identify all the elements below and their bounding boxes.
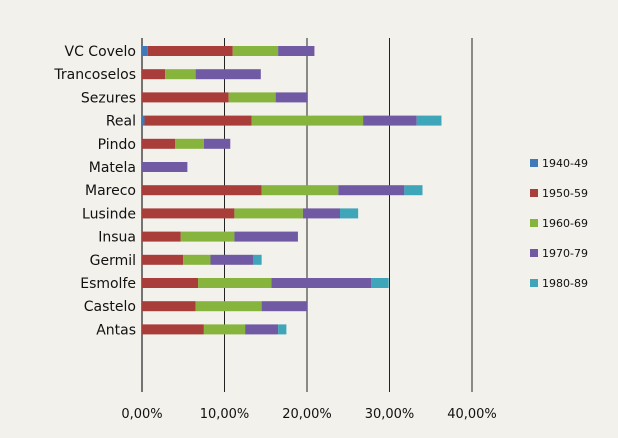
bar-segment <box>253 254 262 265</box>
x-tick-label: 30,00% <box>365 407 415 422</box>
category-label: Real <box>106 114 136 130</box>
bar-segment <box>195 301 262 312</box>
x-tick-label: 10,00% <box>200 407 250 422</box>
bar-segment <box>142 185 262 196</box>
bar-segment <box>142 301 196 312</box>
legend-swatch <box>530 219 538 227</box>
bar-segment <box>228 92 276 103</box>
bar-segment <box>404 185 423 196</box>
bar-segment <box>340 208 359 219</box>
legend-label: 1980-89 <box>542 277 588 290</box>
bar-segment <box>261 185 339 196</box>
bar-segment <box>142 46 148 56</box>
bar-segment <box>338 185 405 196</box>
bar-segment <box>183 254 211 265</box>
legend-label: 1950-59 <box>542 187 588 200</box>
category-label: Matela <box>89 160 136 176</box>
legend: 1940-49 1950-59 1960-69 1970-79 1980-89 <box>530 157 588 290</box>
bar-segment <box>251 115 364 126</box>
category-label: Lusinde <box>82 206 136 222</box>
bar-segment <box>245 324 279 335</box>
x-axis-tick-labels: 0,00% 10,00% 20,00% 30,00% 40,00% <box>121 407 496 422</box>
legend-item: 1960-69 <box>530 217 588 230</box>
bar-segment <box>278 46 315 56</box>
category-label: Germil <box>90 253 136 269</box>
bar-segment <box>278 324 287 335</box>
bar-segment <box>416 115 442 126</box>
bar-segment <box>234 231 298 242</box>
bar-segment <box>232 46 279 56</box>
category-label: Castelo <box>84 299 136 315</box>
x-tick-label: 20,00% <box>282 407 332 422</box>
legend-swatch <box>530 249 538 257</box>
bar-segment <box>234 208 303 219</box>
category-label: Antas <box>96 322 136 338</box>
category-labels: VC Covelo Trancoselos Sezures Real Pindo Mate… <box>53 44 136 338</box>
bar-segment <box>142 69 166 80</box>
bar-segment <box>142 254 184 265</box>
legend-swatch <box>530 159 538 167</box>
category-label: Trancoselos <box>53 67 136 83</box>
bar-segment <box>142 324 204 335</box>
bar-segment <box>165 69 196 80</box>
bar-segment <box>147 46 233 56</box>
bar-segment <box>180 231 235 242</box>
bar-segment <box>271 278 372 288</box>
bar-segment <box>175 138 204 149</box>
bar-segment <box>144 115 252 126</box>
bar-segment <box>371 278 389 288</box>
bars <box>142 46 442 335</box>
legend-item: 1950-59 <box>530 187 588 200</box>
category-label: VC Covelo <box>65 44 137 60</box>
bar-segment <box>275 92 308 103</box>
bar-segment <box>142 138 175 149</box>
bar-segment <box>363 115 417 126</box>
bar-segment <box>210 254 254 265</box>
bar-segment <box>302 208 340 219</box>
legend-item: 1970-79 <box>530 247 588 260</box>
bar-segment <box>142 92 229 103</box>
category-label: Pindo <box>98 137 136 153</box>
bar-segment <box>203 324 246 335</box>
category-label: Esmolfe <box>80 276 136 292</box>
bar-segment <box>261 301 307 312</box>
bar-segment <box>195 69 261 80</box>
legend-label: 1940-49 <box>542 157 588 170</box>
legend-swatch <box>530 189 538 197</box>
bar-segment <box>142 278 199 288</box>
bar-segment <box>198 278 272 288</box>
legend-swatch <box>530 279 538 287</box>
legend-item: 1980-89 <box>530 277 588 290</box>
bar-segment <box>142 208 235 219</box>
legend-label: 1970-79 <box>542 247 588 260</box>
x-tick-label: 0,00% <box>121 407 162 422</box>
bar-segment <box>142 162 188 172</box>
bar-segment <box>142 231 181 242</box>
category-label: Insua <box>98 230 136 246</box>
category-label: Mareco <box>85 183 136 199</box>
legend-label: 1960-69 <box>542 217 588 230</box>
legend-item: 1940-49 <box>530 157 588 170</box>
category-label: Sezures <box>81 90 136 106</box>
bar-segment <box>203 138 231 149</box>
x-tick-label: 40,00% <box>447 407 497 422</box>
bar-segment <box>142 115 145 126</box>
